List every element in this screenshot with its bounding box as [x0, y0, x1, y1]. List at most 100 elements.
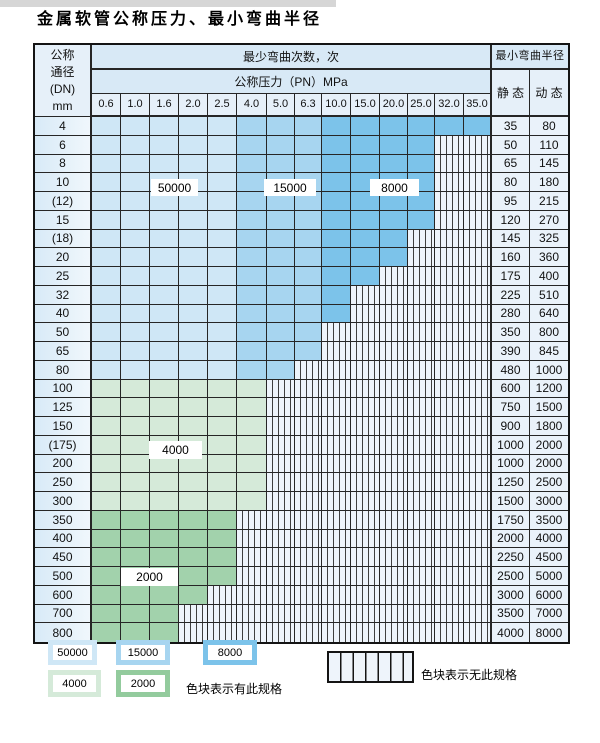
cell-dn20-pn25.0 — [408, 248, 435, 267]
static-dn(175): 1000 — [492, 435, 530, 455]
cell-dn6-pn10.0 — [322, 135, 351, 155]
cell-dn(18)-pn2.5 — [208, 229, 237, 249]
cell-dn(12)-pn20.0 — [380, 192, 408, 211]
cell-dn400-pn10.0 — [322, 529, 351, 549]
static-dn4: 35 — [492, 117, 530, 136]
row-dn-250: 250 — [35, 473, 92, 492]
cell-dn25-pn15.0 — [351, 267, 380, 286]
static-dn10: 80 — [492, 173, 530, 192]
dynamic-dn500: 5000 — [530, 567, 568, 586]
cell-dn100-pn20.0 — [380, 379, 408, 399]
cell-dn450-pn32.0 — [435, 548, 464, 567]
cycles-label-15000: 15000 — [264, 179, 316, 196]
cell-dn100-pn4.0 — [237, 379, 267, 399]
cell-dn500-pn10.0 — [322, 567, 351, 586]
cell-dn200-pn1.0 — [121, 454, 150, 474]
cell-dn100-pn10.0 — [322, 379, 351, 399]
cell-dn350-pn2.5 — [208, 510, 237, 530]
cell-dn125-pn6.3 — [295, 398, 322, 417]
cell-dn600-pn10.0 — [322, 585, 351, 605]
cell-dn200-pn15.0 — [351, 454, 380, 474]
cell-dn250-pn32.0 — [435, 473, 464, 492]
pn-tick-32.0: 32.0 — [435, 94, 464, 117]
cell-dn(18)-pn4.0 — [237, 229, 267, 249]
cell-dn6-pn6.3 — [295, 135, 322, 155]
cell-dn800-pn10.0 — [322, 623, 351, 642]
row-dn-450: 450 — [35, 548, 92, 567]
pn-tick-0.6: 0.6 — [92, 94, 121, 117]
cell-dn150-pn6.3 — [295, 417, 322, 436]
dynamic-dn600: 6000 — [530, 585, 568, 605]
cell-dn150-pn32.0 — [435, 417, 464, 436]
cell-dn32-pn0.6 — [92, 285, 121, 305]
cell-dn450-pn4.0 — [237, 548, 267, 567]
cell-dn6-pn1.0 — [121, 135, 150, 155]
cell-dn6-pn2.5 — [208, 135, 237, 155]
legend-label-15000: 15000 — [121, 645, 165, 660]
cell-dn32-pn25.0 — [408, 285, 435, 305]
cell-dn(18)-pn25.0 — [408, 229, 435, 249]
cell-dn(12)-pn10.0 — [322, 192, 351, 211]
cell-dn20-pn1.6 — [150, 248, 179, 267]
no-spec-note: 色块表示无此规格 — [421, 668, 518, 682]
cell-dn25-pn35.0 — [464, 267, 492, 286]
cell-dn(18)-pn15.0 — [351, 229, 380, 249]
cell-dn400-pn1.0 — [121, 529, 150, 549]
cell-dn40-pn0.6 — [92, 304, 121, 324]
cell-dn100-pn32.0 — [435, 379, 464, 399]
cycles-label-2000: 2000 — [121, 568, 178, 586]
cell-dn65-pn35.0 — [464, 342, 492, 361]
cell-dn4-pn1.0 — [121, 117, 150, 136]
cell-dn6-pn5.0 — [267, 135, 295, 155]
cell-dn(18)-pn20.0 — [380, 229, 408, 249]
pressure-table: 公称 通径 (DN) mm 最少弯曲次数，次 最小弯曲半径 公称压力（PN）MP… — [33, 43, 570, 644]
cell-dn700-pn0.6 — [92, 604, 121, 624]
pn-tick-25.0: 25.0 — [408, 94, 435, 117]
cell-dn15-pn10.0 — [322, 210, 351, 230]
cell-dn250-pn15.0 — [351, 473, 380, 492]
cycles-label-4000: 4000 — [149, 441, 202, 459]
cell-dn(18)-pn1.6 — [150, 229, 179, 249]
cell-dn600-pn32.0 — [435, 585, 464, 605]
cell-dn450-pn5.0 — [267, 548, 295, 567]
cell-dn50-pn4.0 — [237, 323, 267, 342]
cell-dn125-pn0.6 — [92, 398, 121, 417]
cell-dn350-pn15.0 — [351, 510, 380, 530]
cell-dn(175)-pn25.0 — [408, 435, 435, 455]
cell-dn20-pn6.3 — [295, 248, 322, 267]
cell-dn40-pn5.0 — [267, 304, 295, 324]
cell-dn200-pn2.5 — [208, 454, 237, 474]
row-dn-80: 80 — [35, 360, 92, 380]
cell-dn350-pn20.0 — [380, 510, 408, 530]
cell-dn400-pn4.0 — [237, 529, 267, 549]
cell-dn700-pn6.3 — [295, 604, 322, 624]
cell-dn100-pn15.0 — [351, 379, 380, 399]
cell-dn6-pn25.0 — [408, 135, 435, 155]
cell-dn65-pn10.0 — [322, 342, 351, 361]
dynamic-dn15: 270 — [530, 210, 568, 230]
cell-dn300-pn0.6 — [92, 492, 121, 511]
cell-dn700-pn2.0 — [179, 604, 208, 624]
dynamic-dn150: 1800 — [530, 417, 568, 436]
cell-dn300-pn1.0 — [121, 492, 150, 511]
static-dn125: 750 — [492, 398, 530, 417]
cell-dn300-pn10.0 — [322, 492, 351, 511]
cell-dn32-pn32.0 — [435, 285, 464, 305]
dynamic-dn300: 3000 — [530, 492, 568, 511]
cell-dn25-pn25.0 — [408, 267, 435, 286]
cell-dn25-pn10.0 — [322, 267, 351, 286]
cell-dn8-pn0.6 — [92, 154, 121, 174]
dynamic-dn20: 360 — [530, 248, 568, 267]
cell-dn(175)-pn15.0 — [351, 435, 380, 455]
cell-dn600-pn6.3 — [295, 585, 322, 605]
cell-dn300-pn35.0 — [464, 492, 492, 511]
static-dn200: 1000 — [492, 454, 530, 474]
cell-dn20-pn2.0 — [179, 248, 208, 267]
cell-dn25-pn5.0 — [267, 267, 295, 286]
cell-dn100-pn5.0 — [267, 379, 295, 399]
dynamic-dn80: 1000 — [530, 360, 568, 380]
pn-tick-1.0: 1.0 — [121, 94, 150, 117]
cell-dn700-pn15.0 — [351, 604, 380, 624]
row-dn-200: 200 — [35, 454, 92, 474]
cell-dn32-pn5.0 — [267, 285, 295, 305]
